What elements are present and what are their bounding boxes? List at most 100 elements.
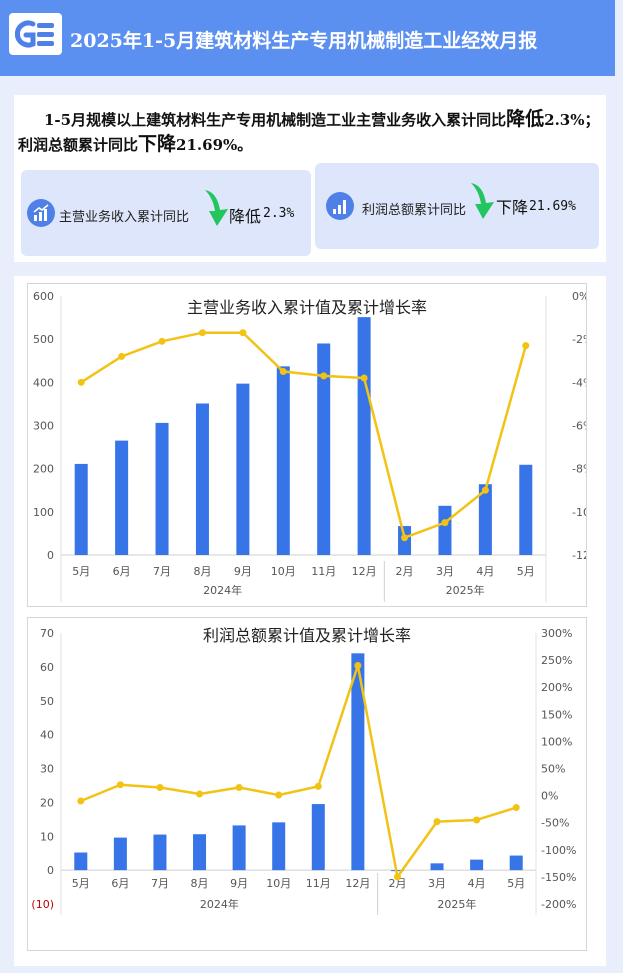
summary-card: 1-5月规模以上建筑材料生产专用机械制造工业主营业务收入累计同比降低 2.3%；利… <box>14 95 606 262</box>
bar <box>195 403 209 555</box>
revenue-chart-title: 主营业务收入累计值及累计增长率 <box>186 298 427 317</box>
summary-text: 1-5月规模以上建筑材料生产专用机械制造工业主营业务收入累计同比降低2.3%；利… <box>18 107 602 157</box>
bar <box>115 440 129 555</box>
y-right-tick-label: -6% <box>572 420 586 433</box>
line-point <box>116 781 124 789</box>
bar <box>74 852 88 871</box>
bar <box>438 505 452 555</box>
category-label: 10月 <box>266 877 291 890</box>
bar <box>357 317 371 555</box>
y-right-tick-label: 250% <box>541 654 572 667</box>
category-label: 12月 <box>345 877 370 890</box>
y-left-tick-label: 20 <box>40 796 54 809</box>
category-label: 5月 <box>517 565 535 578</box>
y-left-tick-label: 0 <box>47 864 54 877</box>
y-left-tick-label: 600 <box>33 290 54 303</box>
group-label: 2024年 <box>203 583 242 597</box>
bar <box>519 464 533 555</box>
y-left-tick-label: 0 <box>47 549 54 562</box>
y-right-tick-label: -8% <box>572 463 586 476</box>
category-label: 3月 <box>428 877 446 890</box>
revenue-stat-label: 主营业务收入累计同比 <box>59 210 190 225</box>
line-point <box>441 519 449 527</box>
category-label: 2月 <box>396 565 414 578</box>
category-label: 2月 <box>388 877 406 890</box>
y-right-tick-label: 0% <box>541 790 558 803</box>
line-point <box>433 818 441 826</box>
y-left-tick-label: 400 <box>33 376 54 389</box>
line-point <box>512 804 520 812</box>
line-point <box>156 783 164 791</box>
bar <box>509 855 523 871</box>
summary-part-1: 1-5月规模以上建筑材料生产专用机械制造工业主营业务收入累计同比 <box>44 111 507 129</box>
bar <box>113 837 127 871</box>
category-label: 5月 <box>507 877 525 890</box>
group-label: 2025年 <box>446 583 485 597</box>
category-label: 11月 <box>311 565 336 578</box>
y-right-tick-label: -150% <box>541 871 576 884</box>
line-point <box>481 486 489 494</box>
line-point <box>354 662 362 670</box>
summary-part-2: 2.3%；利润总额累计同比 <box>18 111 600 154</box>
report-header: 2025年1-5月建筑材料生产专用机械制造工业经效月报 <box>0 0 615 76</box>
line-point <box>275 791 283 799</box>
summary-emphasis-1b: 低 <box>525 108 545 130</box>
profit-chart-title: 利润总额累计值及累计增长率 <box>202 626 411 645</box>
y-right-tick-label: -2% <box>572 333 586 346</box>
y-right-tick-label: -50% <box>541 817 569 830</box>
y-left-tick-label: 10 <box>40 830 54 843</box>
line-point <box>198 329 206 337</box>
y-right-tick-label: 200% <box>541 681 572 694</box>
line-point <box>239 329 247 337</box>
category-label: 7月 <box>151 877 169 890</box>
bar <box>153 834 167 871</box>
category-label: 9月 <box>230 877 248 890</box>
bar <box>317 343 331 555</box>
profit-chart: 利润总额累计值及累计增长率 (10) 0 10 20 30 40 50 60 70 -200% -1… <box>27 617 587 951</box>
bar <box>236 383 250 555</box>
category-label: 6月 <box>113 565 131 578</box>
line-point <box>473 816 481 824</box>
category-label: 10月 <box>271 565 296 578</box>
y-right-tick-label: 100% <box>541 735 572 748</box>
summary-emphasis-2: 下降 <box>138 133 177 155</box>
y-right-tick-label: -12% <box>572 549 586 562</box>
group-label: 2024年 <box>200 897 239 911</box>
y-right-tick-label: -100% <box>541 844 576 857</box>
profit-chart-svg: (10) 0 10 20 30 40 50 60 70 -200% -150% -100% -50% 0%… <box>31 627 576 915</box>
revenue-stat-value: 2.3% <box>263 206 295 221</box>
y-right-tick-label: 150% <box>541 708 572 721</box>
profit-stat-card: 利润总额累计同比 下降 21.69% <box>315 163 599 249</box>
profit-stat-direction: 下降 <box>496 198 529 217</box>
category-label: 3月 <box>436 565 454 578</box>
profit-stat-value: 21.69% <box>529 199 576 214</box>
line-point <box>77 797 85 805</box>
category-label: 5月 <box>72 565 90 578</box>
y-left-tick-label: 500 <box>33 333 54 346</box>
logo <box>9 13 62 55</box>
line-point <box>196 790 204 798</box>
line-point <box>235 783 243 791</box>
line-point <box>158 337 166 345</box>
category-label: 8月 <box>191 877 209 890</box>
y-left-tick-label: 300 <box>33 420 54 433</box>
y-left-tick-label: (10) <box>31 898 54 911</box>
bar-chart-icon <box>326 192 354 220</box>
y-left-tick-label: 30 <box>40 763 54 776</box>
revenue-chart: 主营业务收入累计值及累计增长率 0 100 200 300 400 500 600 -12% -… <box>27 283 587 607</box>
line-point <box>314 782 322 790</box>
page-title: 2025年1-5月建筑材料生产专用机械制造工业经效月报 <box>70 30 538 52</box>
growth-rate-line <box>80 664 517 879</box>
revenue-stat-direction: 降低 <box>229 207 262 226</box>
line-point <box>522 342 530 350</box>
category-label: 12月 <box>352 565 377 578</box>
y-right-tick-label: 50% <box>541 763 565 776</box>
line-point <box>401 534 409 542</box>
category-label: 9月 <box>234 565 252 578</box>
line-point <box>393 873 401 881</box>
bar-growth-icon <box>27 199 55 227</box>
line-point <box>279 368 287 376</box>
line-point <box>360 374 368 382</box>
category-label: 4月 <box>476 565 494 578</box>
bar <box>193 834 207 871</box>
